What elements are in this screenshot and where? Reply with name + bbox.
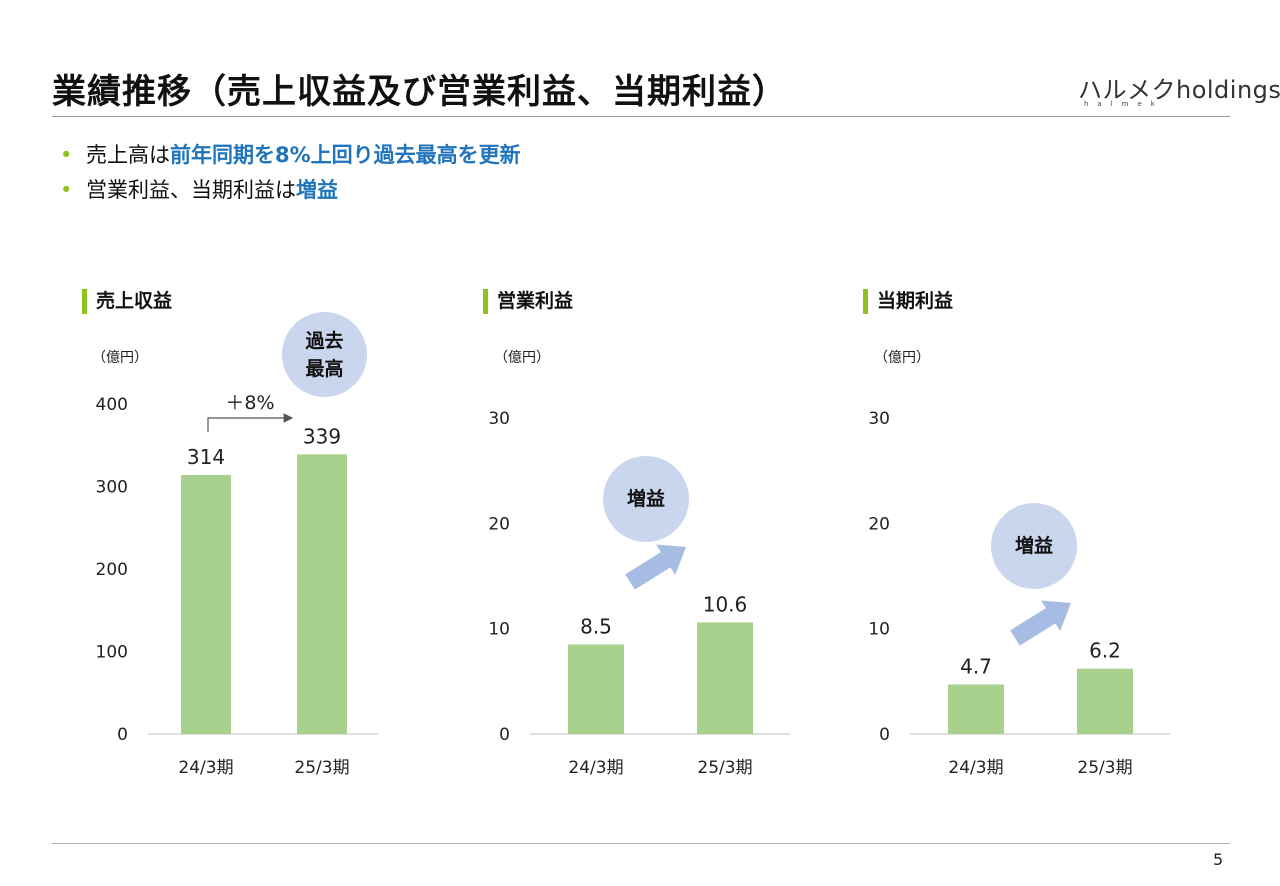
bar-2: [1077, 668, 1133, 734]
increase-arrow-icon: [625, 544, 686, 590]
y-tick-label: 30: [488, 409, 510, 429]
section-title-net-profit: 当期利益: [863, 288, 953, 314]
page-number: 5: [1213, 850, 1224, 869]
bullet-highlight-text: 前年同期を8%上回り過去最高を更新: [170, 143, 521, 167]
section-title-text: 売上収益: [96, 290, 173, 312]
header-divider: [52, 116, 1230, 117]
y-tick-label: 300: [96, 478, 128, 498]
y-tick-label: 10: [868, 620, 890, 640]
section-title-text: 当期利益: [877, 290, 954, 312]
growth-label: ＋8%: [225, 392, 274, 414]
unit-label-net-profit: （億円）: [874, 350, 930, 366]
y-tick-label: 20: [868, 514, 890, 534]
bullet-highlight-text: 増益: [296, 178, 338, 202]
summary-bullets: • 売上高は前年同期を8%上回り過去最高を更新 • 営業利益、当期利益は増益: [60, 140, 521, 210]
y-tick-label: 20: [488, 514, 510, 534]
section-accent-bar: [82, 289, 87, 314]
bar-1: [568, 644, 624, 734]
bullet-dot-icon: •: [60, 178, 73, 202]
y-tick-label: 30: [868, 409, 890, 429]
bullet-plain-text: 営業利益、当期利益は: [86, 178, 296, 202]
section-title-revenue: 売上収益: [82, 288, 172, 314]
unit-label-revenue: （億円）: [92, 350, 148, 366]
section-accent-bar: [483, 289, 488, 314]
y-tick-label: 10: [488, 620, 510, 640]
y-tick-label: 0: [879, 725, 890, 745]
data-label: 314: [187, 445, 225, 469]
y-tick-label: 200: [96, 560, 128, 580]
footer-divider: [52, 843, 1230, 844]
bullet-profit: • 営業利益、当期利益は増益: [60, 175, 521, 210]
data-label: 8.5: [580, 614, 612, 638]
bar-2: [297, 454, 347, 734]
data-label: 10.6: [703, 592, 748, 616]
data-label: 4.7: [960, 654, 992, 678]
bar-2: [697, 622, 753, 734]
bullet-dot-icon: •: [60, 143, 73, 167]
profit-increase-badge: 増益: [991, 503, 1077, 589]
logo-subtext: halmek: [1084, 100, 1164, 108]
x-tick-label: 24/3期: [948, 758, 1003, 778]
y-tick-label: 400: [96, 395, 128, 415]
x-tick-label: 25/3期: [294, 758, 349, 778]
company-logo: ハルメクholdings halmek: [1078, 70, 1280, 114]
section-title-text: 営業利益: [497, 290, 574, 312]
section-accent-bar: [863, 289, 868, 314]
bar-1: [948, 684, 1004, 734]
y-tick-label: 0: [499, 725, 510, 745]
growth-arrow-icon: [207, 413, 294, 432]
bar-1: [181, 474, 231, 734]
data-label: 339: [303, 424, 341, 448]
page-title: 業績推移（売上収益及び営業利益、当期利益）: [52, 72, 787, 112]
bullet-plain-text: 売上高は: [86, 143, 170, 167]
x-tick-label: 25/3期: [1077, 758, 1132, 778]
section-title-operating-profit: 営業利益: [483, 288, 573, 314]
logo-wordmark: ハルメクholdings: [1078, 76, 1280, 104]
unit-label-operating-profit: （億円）: [494, 350, 550, 366]
record-high-badge: 過去 最高: [282, 312, 367, 397]
data-label: 6.2: [1089, 639, 1121, 663]
y-tick-label: 100: [96, 643, 128, 663]
x-tick-label: 24/3期: [568, 758, 623, 778]
y-tick-label: 0: [117, 725, 128, 745]
bullet-sales: • 売上高は前年同期を8%上回り過去最高を更新: [60, 140, 521, 175]
profit-increase-badge: 増益: [603, 456, 689, 542]
badge-text-line: 最高: [305, 357, 344, 380]
x-tick-label: 24/3期: [178, 758, 233, 778]
x-tick-label: 25/3期: [697, 758, 752, 778]
badge-text-line: 過去: [305, 329, 344, 352]
increase-arrow-icon: [1010, 600, 1071, 646]
